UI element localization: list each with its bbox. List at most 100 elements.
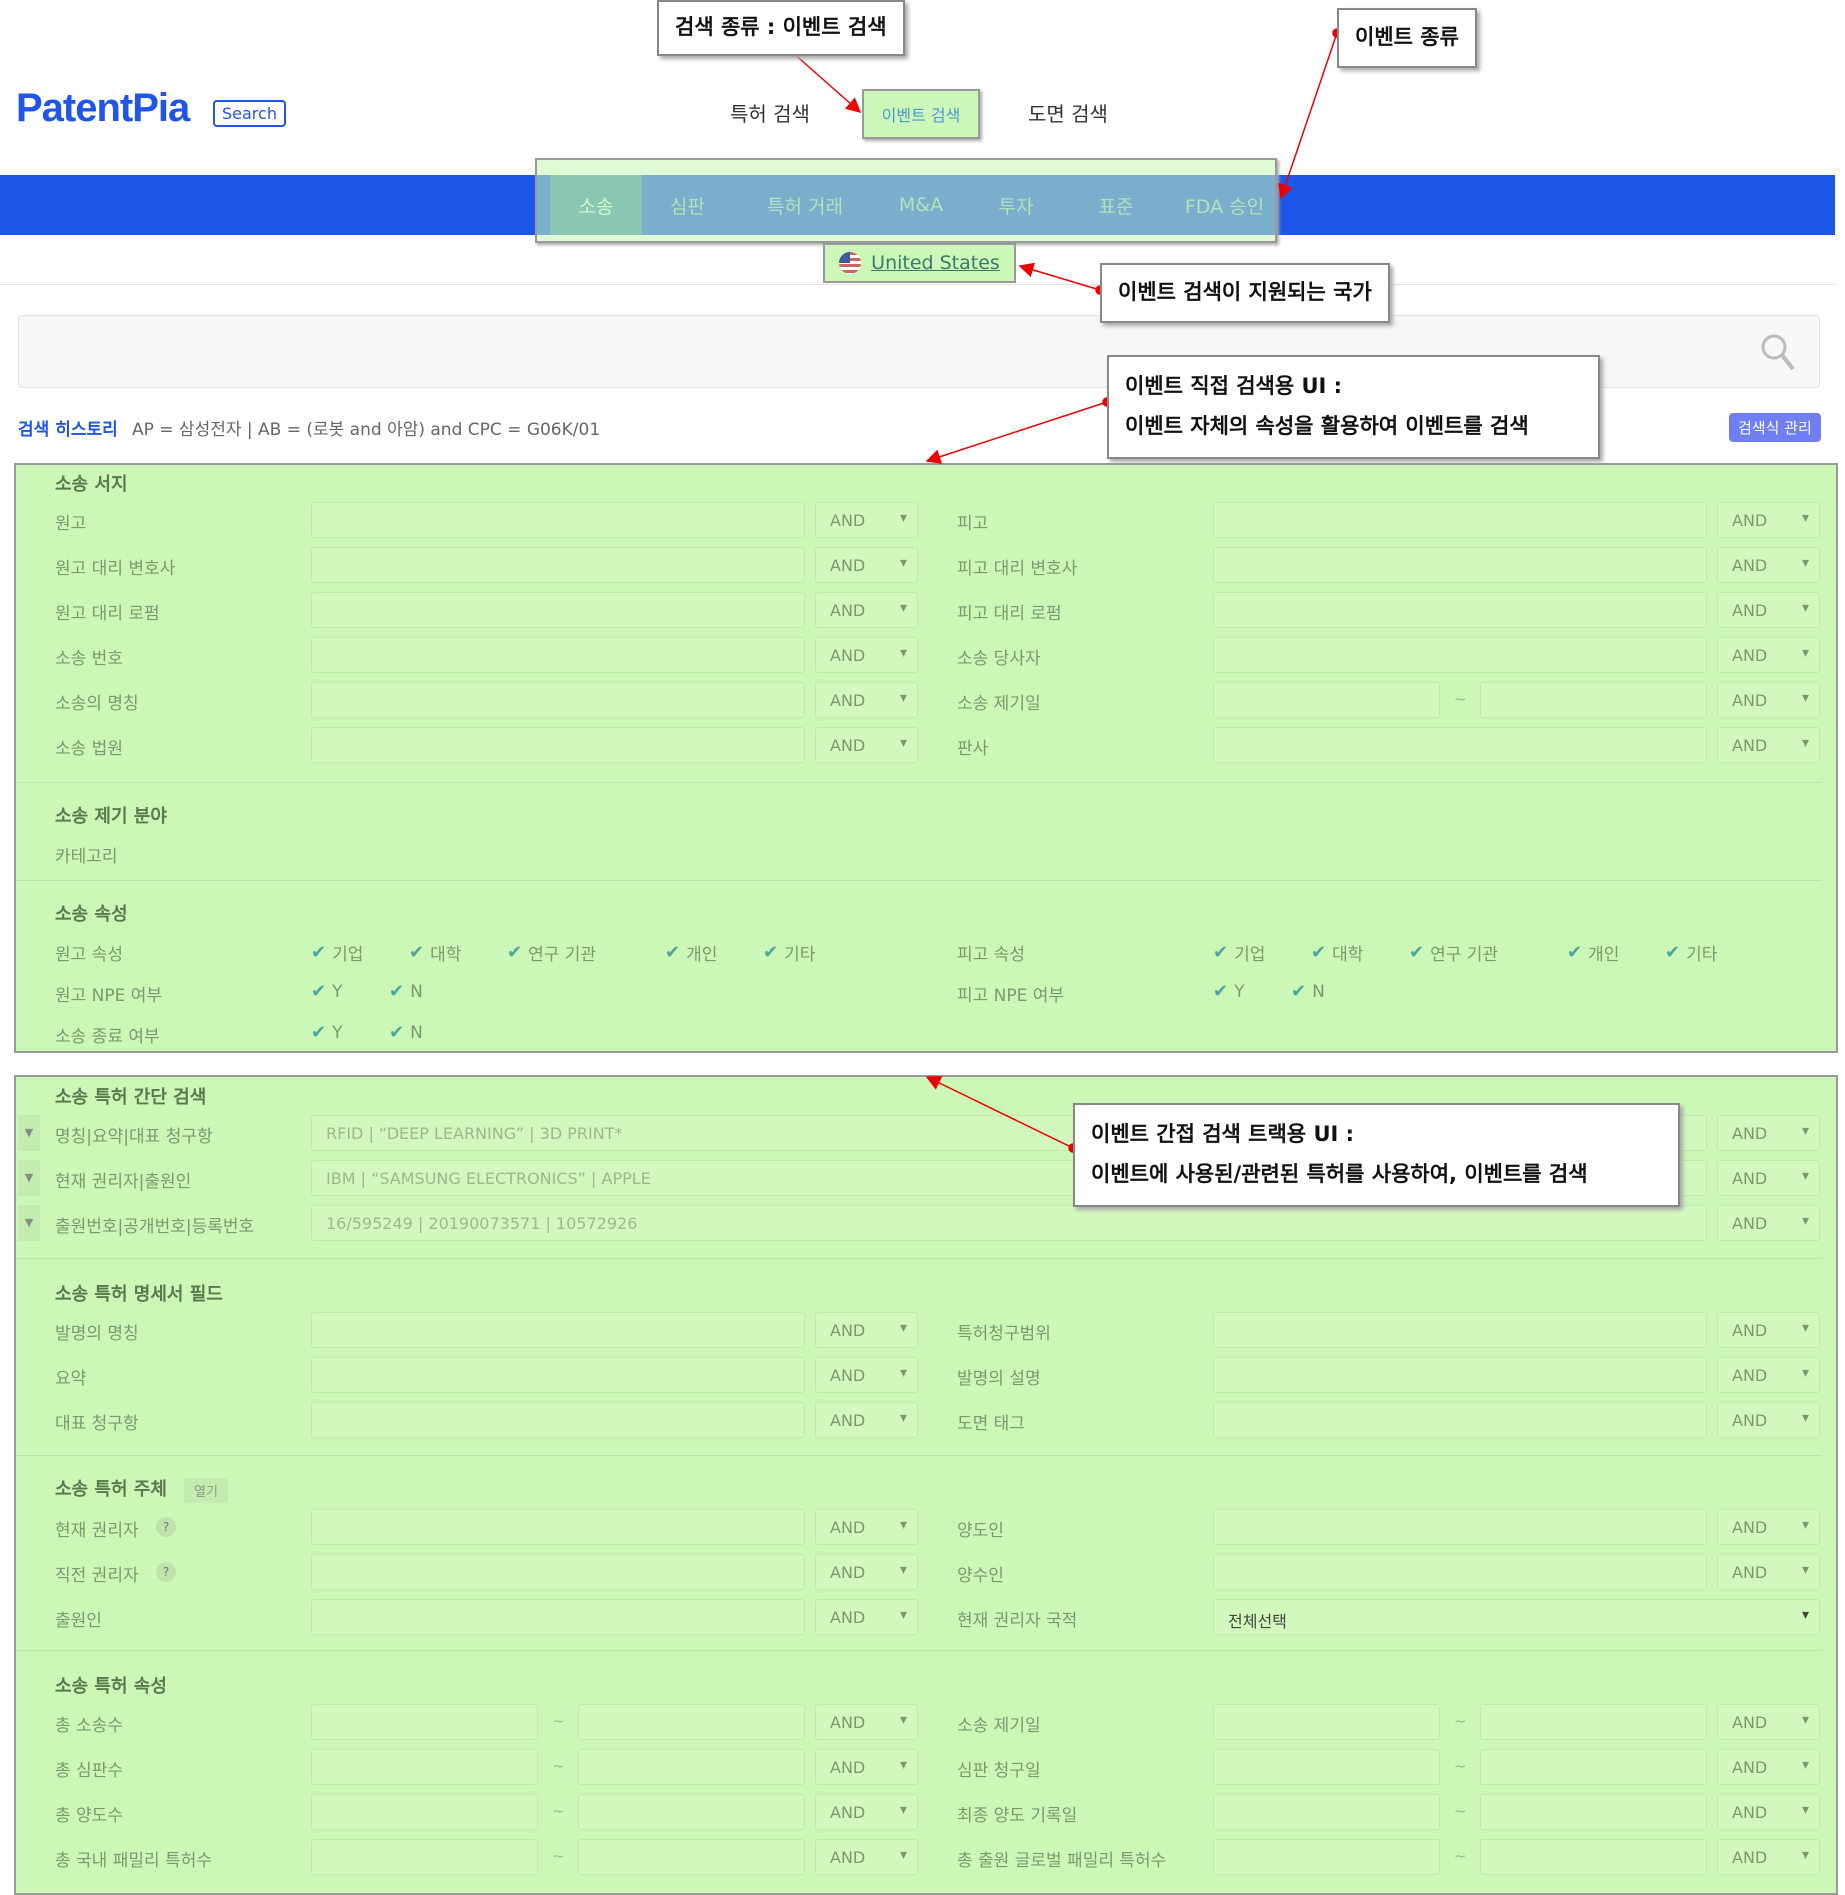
- and-select[interactable]: AND: [815, 1312, 918, 1348]
- range-to-input[interactable]: [1480, 1749, 1707, 1785]
- and-select[interactable]: AND: [815, 682, 918, 718]
- range-from-input[interactable]: [1213, 1704, 1440, 1740]
- checkbox[interactable]: ✔ 연구 기관: [1409, 940, 1498, 965]
- and-select[interactable]: AND: [1717, 727, 1820, 763]
- checkbox[interactable]: ✔ 연구 기관: [507, 940, 596, 965]
- row-toggle[interactable]: ▼: [18, 1160, 40, 1196]
- text-input[interactable]: [311, 1509, 805, 1545]
- nav-patent-search[interactable]: 특허 검색: [730, 102, 810, 126]
- range-from-input[interactable]: [1213, 682, 1440, 718]
- and-select[interactable]: AND: [815, 1794, 918, 1830]
- checkbox[interactable]: ✔ Y: [311, 1022, 342, 1043]
- text-input[interactable]: [1213, 502, 1707, 538]
- and-select[interactable]: AND: [815, 1749, 918, 1785]
- range-from-input[interactable]: [1213, 1794, 1440, 1830]
- checkbox[interactable]: ✔ N: [389, 1022, 423, 1043]
- range-to-input[interactable]: [1480, 1839, 1707, 1875]
- text-input[interactable]: [311, 592, 805, 628]
- and-select[interactable]: AND: [1717, 1704, 1820, 1740]
- and-select[interactable]: AND: [1717, 502, 1820, 538]
- open-button[interactable]: 열기: [184, 1478, 228, 1503]
- and-select[interactable]: AND: [1717, 1160, 1820, 1196]
- checkbox[interactable]: ✔ Y: [1213, 981, 1244, 1002]
- range-to-input[interactable]: [1480, 1704, 1707, 1740]
- and-select[interactable]: AND: [1717, 1115, 1820, 1151]
- nav-drawing-search[interactable]: 도면 검색: [1028, 102, 1108, 126]
- and-select[interactable]: AND: [815, 547, 918, 583]
- and-select[interactable]: AND: [815, 1704, 918, 1740]
- manage-queries-button[interactable]: 검색식 관리: [1729, 413, 1821, 442]
- checkbox[interactable]: ✔ 기업: [311, 940, 363, 965]
- text-input[interactable]: [311, 727, 805, 763]
- text-input[interactable]: [1213, 1509, 1707, 1545]
- and-select[interactable]: AND: [815, 727, 918, 763]
- checkbox[interactable]: ✔ 대학: [409, 940, 461, 965]
- logo[interactable]: PatentPia: [16, 86, 190, 130]
- row-toggle[interactable]: ▼: [18, 1115, 40, 1151]
- text-input[interactable]: [311, 1554, 805, 1590]
- and-select[interactable]: AND: [815, 1599, 918, 1635]
- and-select[interactable]: AND: [1717, 1402, 1820, 1438]
- checkbox[interactable]: ✔ 기업: [1213, 940, 1265, 965]
- text-input[interactable]: [1213, 1312, 1707, 1348]
- and-select[interactable]: AND: [815, 637, 918, 673]
- text-input[interactable]: [1213, 547, 1707, 583]
- and-select[interactable]: AND: [815, 592, 918, 628]
- and-select[interactable]: AND: [1717, 637, 1820, 673]
- text-input[interactable]: [311, 682, 805, 718]
- text-input[interactable]: [1213, 1554, 1707, 1590]
- country-select[interactable]: 전체선택: [1213, 1599, 1820, 1635]
- text-input[interactable]: [1213, 1357, 1707, 1393]
- checkbox[interactable]: ✔ N: [1291, 981, 1325, 1002]
- text-input[interactable]: [311, 637, 805, 673]
- text-input[interactable]: [311, 1357, 805, 1393]
- range-from-input[interactable]: [311, 1839, 538, 1875]
- row-toggle[interactable]: ▼: [18, 1205, 40, 1241]
- and-select[interactable]: AND: [1717, 1357, 1820, 1393]
- checkbox[interactable]: ✔ Y: [311, 981, 342, 1002]
- and-select[interactable]: AND: [1717, 1839, 1820, 1875]
- and-select[interactable]: AND: [815, 1509, 918, 1545]
- search-history-text[interactable]: AP = 삼성전자 | AB = (로봇 and 아암) and CPC = G…: [132, 420, 601, 440]
- range-to-input[interactable]: [578, 1749, 805, 1785]
- text-input[interactable]: [311, 1402, 805, 1438]
- search-history-label[interactable]: 검색 히스토리: [18, 420, 118, 440]
- text-input[interactable]: [311, 1599, 805, 1635]
- and-select[interactable]: AND: [815, 1357, 918, 1393]
- and-select[interactable]: AND: [815, 1839, 918, 1875]
- text-input[interactable]: [1213, 592, 1707, 628]
- text-input[interactable]: [311, 547, 805, 583]
- and-select[interactable]: AND: [1717, 1554, 1820, 1590]
- country-selector[interactable]: United States: [823, 243, 1016, 283]
- help-icon[interactable]: ?: [156, 1562, 176, 1582]
- and-select[interactable]: AND: [1717, 592, 1820, 628]
- range-to-input[interactable]: [1480, 1794, 1707, 1830]
- nav-event-search[interactable]: 이벤트 검색: [862, 89, 980, 139]
- and-select[interactable]: AND: [1717, 1205, 1820, 1241]
- checkbox[interactable]: ✔ 개인: [1567, 940, 1619, 965]
- range-from-input[interactable]: [311, 1794, 538, 1830]
- and-select[interactable]: AND: [815, 1402, 918, 1438]
- range-from-input[interactable]: [311, 1749, 538, 1785]
- checkbox[interactable]: ✔ N: [389, 981, 423, 1002]
- and-select[interactable]: AND: [1717, 1749, 1820, 1785]
- and-select[interactable]: AND: [1717, 1312, 1820, 1348]
- text-input[interactable]: [311, 1312, 805, 1348]
- text-input[interactable]: [1213, 727, 1707, 763]
- text-input[interactable]: [311, 502, 805, 538]
- and-select[interactable]: AND: [815, 502, 918, 538]
- checkbox[interactable]: ✔ 개인: [665, 940, 717, 965]
- and-select[interactable]: AND: [1717, 1794, 1820, 1830]
- range-from-input[interactable]: [311, 1704, 538, 1740]
- and-select[interactable]: AND: [815, 1554, 918, 1590]
- range-to-input[interactable]: [1480, 682, 1707, 718]
- text-input[interactable]: [1213, 637, 1707, 673]
- range-to-input[interactable]: [578, 1704, 805, 1740]
- checkbox[interactable]: ✔ 기타: [1665, 940, 1717, 965]
- and-select[interactable]: AND: [1717, 547, 1820, 583]
- and-select[interactable]: AND: [1717, 1509, 1820, 1545]
- range-from-input[interactable]: [1213, 1749, 1440, 1785]
- range-to-input[interactable]: [578, 1794, 805, 1830]
- range-to-input[interactable]: [578, 1839, 805, 1875]
- and-select[interactable]: AND: [1717, 682, 1820, 718]
